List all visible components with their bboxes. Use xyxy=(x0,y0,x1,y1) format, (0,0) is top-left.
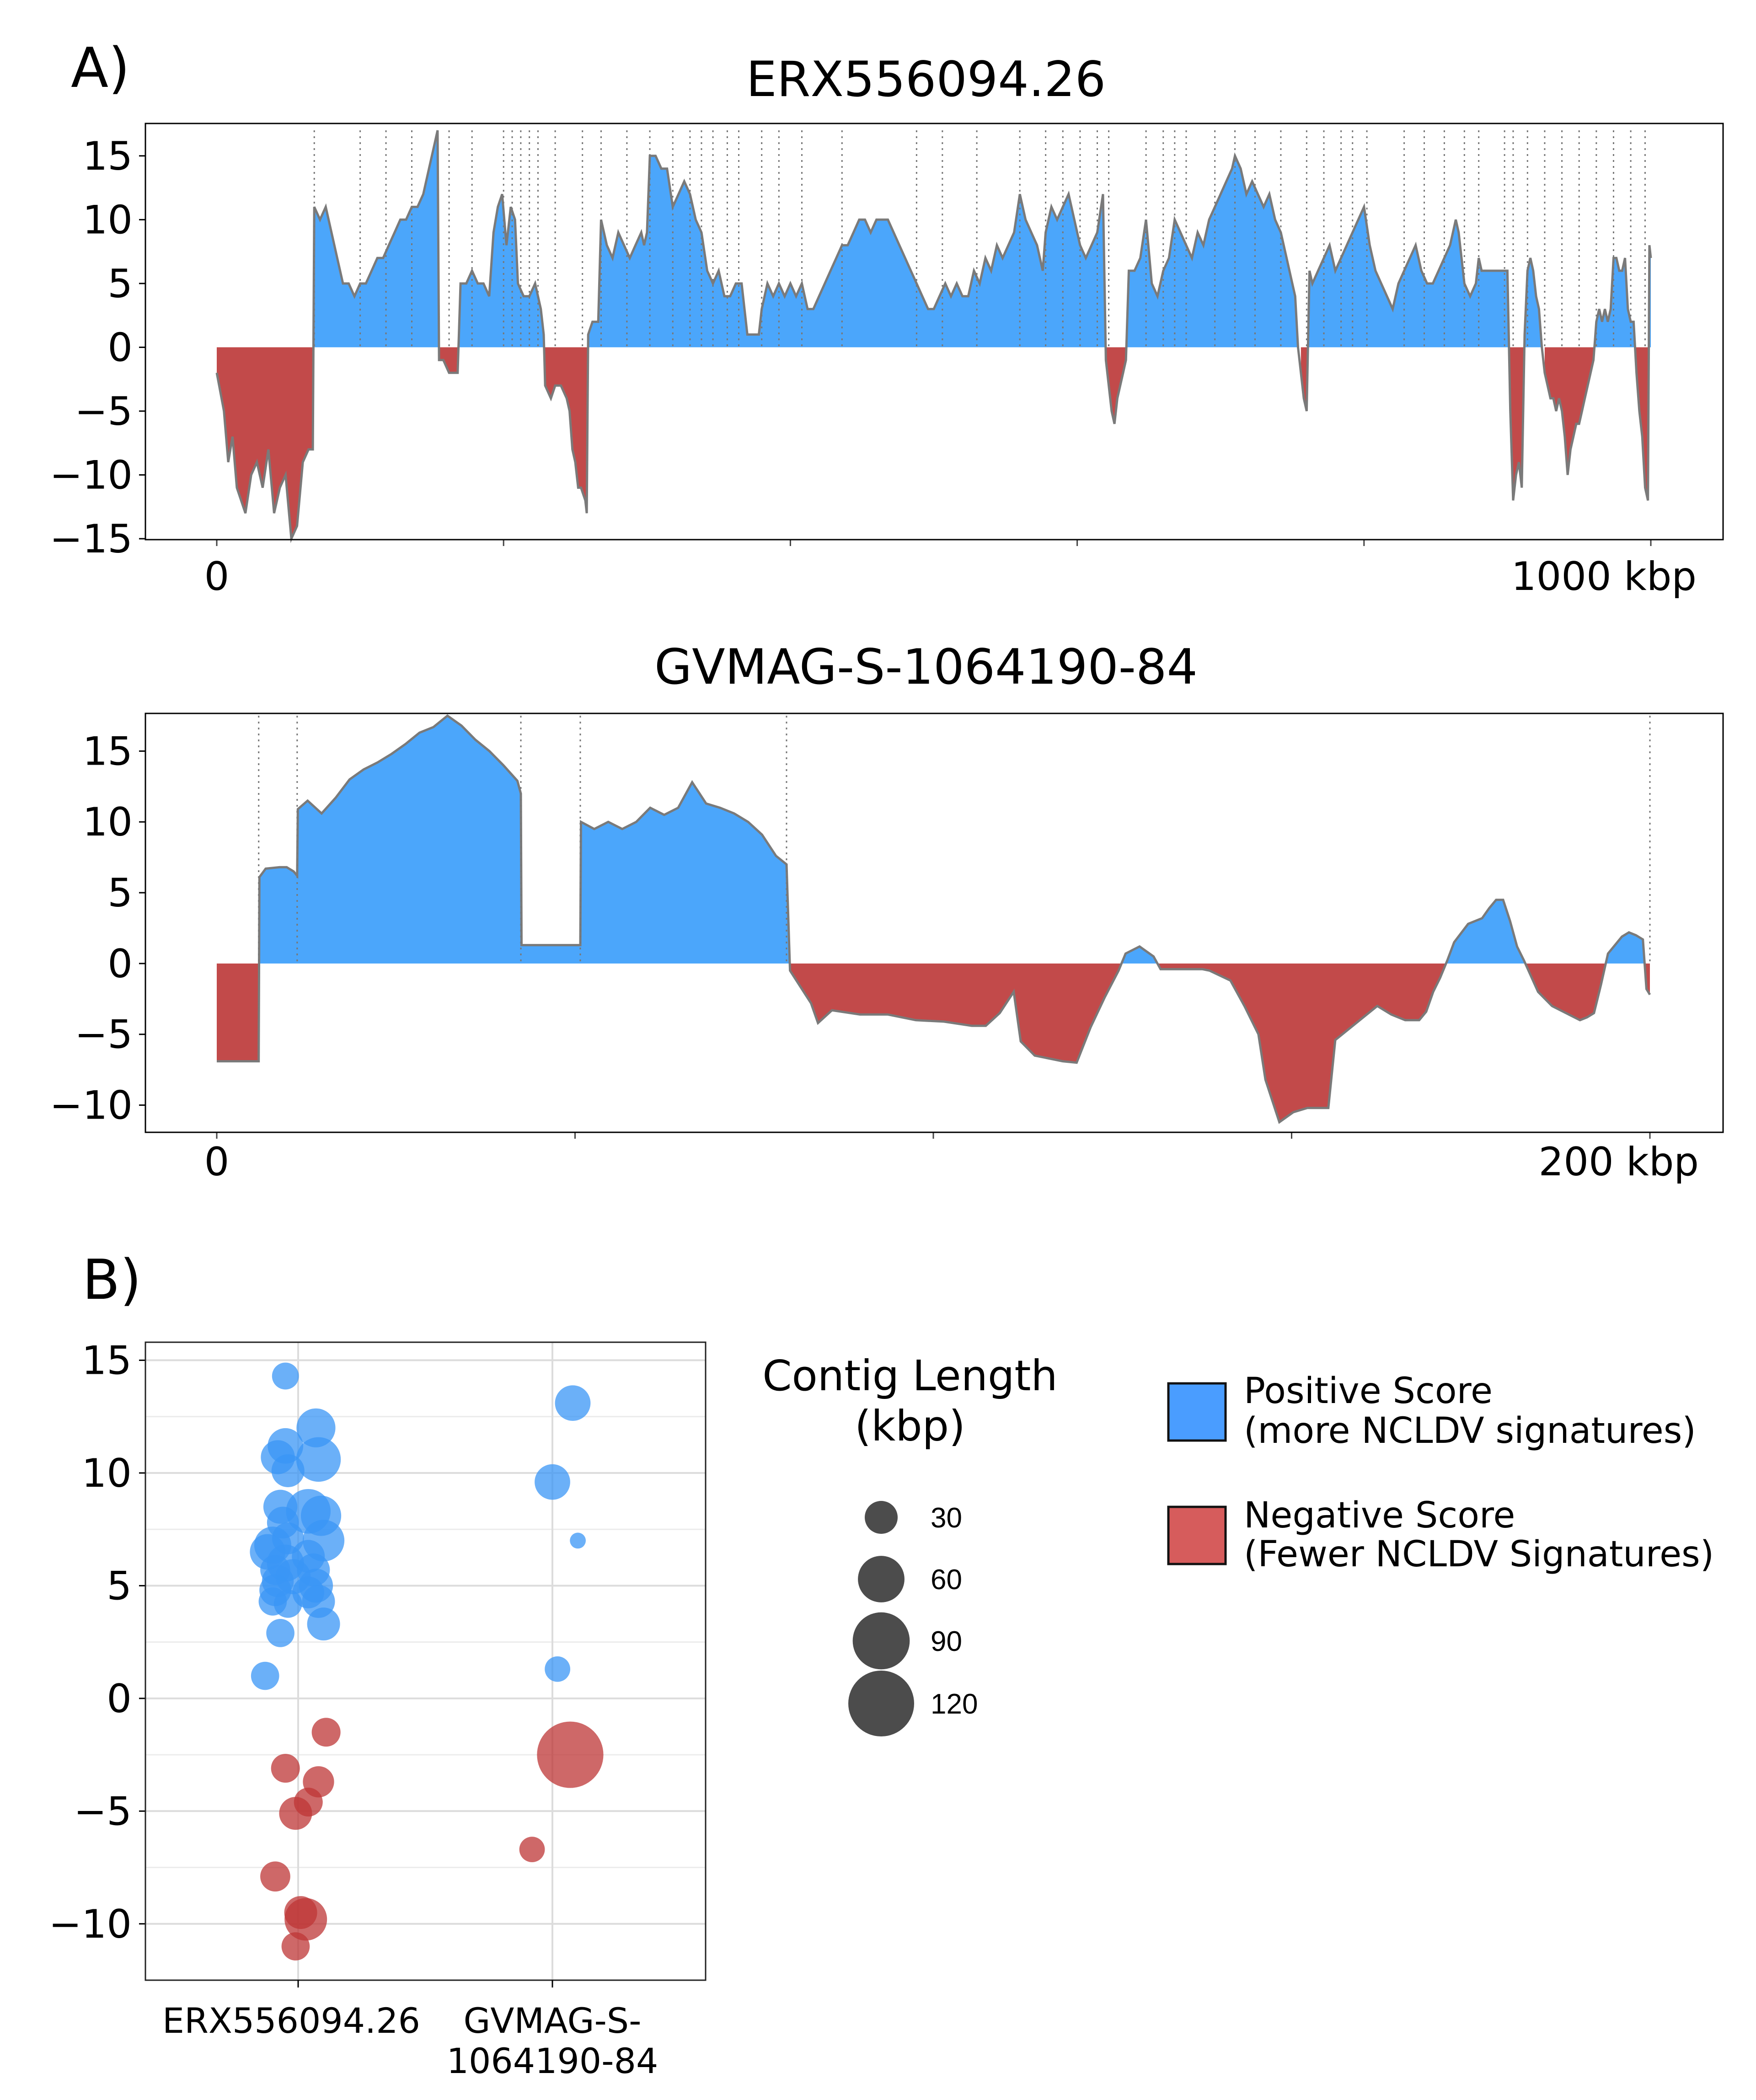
y-tick-label: −5 xyxy=(74,1789,132,1834)
y-tick-label: −5 xyxy=(75,389,133,434)
negative-point xyxy=(281,1932,310,1961)
positive-area-7 xyxy=(1126,155,1298,348)
y-tick-label: 0 xyxy=(107,325,133,370)
x-category-label: ERX556094.26 xyxy=(162,2000,420,2041)
x-category-label: GVMAG-S- xyxy=(463,2000,641,2041)
positive-point xyxy=(266,1619,294,1647)
positive-point xyxy=(273,1589,302,1618)
positive-area-11 xyxy=(1524,258,1542,348)
y-tick-label: −15 xyxy=(50,516,133,562)
negative-point xyxy=(271,1754,300,1783)
y-tick-label: 10 xyxy=(83,197,133,243)
x-tick-end: 200 kbp xyxy=(1539,1139,1699,1185)
panel-label-a: A) xyxy=(71,37,130,100)
size-legend-label-60: 60 xyxy=(931,1564,962,1596)
size-legend-circle-90 xyxy=(852,1612,910,1670)
plot-frame xyxy=(145,712,1724,1133)
size-legend-circle-60 xyxy=(858,1556,905,1602)
y-tick-label: 0 xyxy=(107,1676,132,1722)
y-tick-label: 10 xyxy=(82,1451,132,1496)
negative-point xyxy=(311,1718,341,1747)
positive-point xyxy=(307,1607,340,1641)
y-tick-label: −10 xyxy=(50,452,133,498)
negative-score-label-line1: Negative Score xyxy=(1244,1495,1515,1536)
positive-area-1 xyxy=(259,716,790,964)
negative-point xyxy=(279,1797,312,1830)
y-tick-label: −10 xyxy=(49,1902,132,1947)
chart-title: GVMAG-S-1064190-84 xyxy=(654,639,1198,695)
negative-point xyxy=(284,1898,327,1941)
x-tick-start: 0 xyxy=(204,1139,230,1185)
y-tick-label: −5 xyxy=(75,1012,133,1058)
negative-area-12 xyxy=(1544,347,1595,475)
negative-area-4 xyxy=(1157,963,1446,1122)
x-tick-start: 0 xyxy=(204,554,230,600)
negative-area-6 xyxy=(1105,347,1127,424)
y-tick-label: 15 xyxy=(82,1338,132,1383)
size-legend: Contig Length (kbp) 30 60 90 120 xyxy=(762,1351,1058,1736)
positive-area-1 xyxy=(313,130,439,348)
negative-score-label-line2: (Fewer NCLDV Signatures) xyxy=(1244,1534,1714,1575)
size-legend-circle-120 xyxy=(848,1671,914,1736)
x-tick-end: 1000 kbp xyxy=(1511,554,1697,600)
size-legend-title-line2: (kbp) xyxy=(855,1402,965,1451)
area-chart-gvmag: GVMAG-S-1064190-84 −10 −5 0 5 10 15 0 200 kbp xyxy=(50,639,1724,1185)
y-tick-label: 0 xyxy=(107,941,133,987)
negative-area-2 xyxy=(439,347,459,373)
positive-point xyxy=(545,1656,571,1682)
negative-point xyxy=(519,1837,545,1862)
size-legend-label-30: 30 xyxy=(931,1502,962,1534)
size-legend-label-120: 120 xyxy=(931,1688,978,1720)
negative-score-swatch xyxy=(1167,1505,1227,1565)
plot-background xyxy=(145,1342,706,1980)
positive-score-label-line2: (more NCLDV signatures) xyxy=(1244,1410,1696,1452)
y-tick-label: 5 xyxy=(107,870,133,916)
size-legend-title-line1: Contig Length xyxy=(762,1351,1057,1400)
size-legend-circle-30 xyxy=(865,1501,898,1534)
y-tick-label: 15 xyxy=(83,134,133,179)
negative-point xyxy=(537,1721,604,1788)
bubble-chart: −10 −5 0 5 10 15 ERX556094.26 GVMAG-S-1064190-… xyxy=(49,1338,707,2081)
score-outline xyxy=(217,714,1651,1124)
y-tick-label: 5 xyxy=(107,261,133,307)
y-tick-label: 15 xyxy=(83,729,133,774)
negative-area-6 xyxy=(1525,963,1606,1020)
x-category-label: 1064190-84 xyxy=(447,2041,658,2081)
positive-score-label-line1: Positive Score xyxy=(1244,1371,1493,1412)
positive-point xyxy=(296,1437,341,1482)
y-tick-label: −10 xyxy=(50,1083,133,1129)
y-tick-label: 5 xyxy=(107,1563,132,1609)
plot-frame xyxy=(145,123,1724,541)
positive-point xyxy=(296,1408,336,1447)
area-chart-erx556094: ERX556094.26 −15 −10 −5 0 5 10 15 0 1000 kbp xyxy=(50,51,1724,600)
positive-area-7 xyxy=(1606,932,1645,964)
positive-area-5 xyxy=(588,155,1106,348)
positive-point xyxy=(271,1454,305,1487)
positive-area-3 xyxy=(1121,946,1158,964)
negative-area-0 xyxy=(217,347,314,539)
positive-point xyxy=(570,1532,586,1549)
positive-score-swatch xyxy=(1167,1382,1227,1442)
color-legend: Positive Score (more NCLDV signatures) N… xyxy=(1167,1371,1714,1575)
positive-point xyxy=(535,1464,570,1500)
positive-area-3 xyxy=(458,194,544,348)
positive-area-13 xyxy=(1594,258,1635,348)
positive-point xyxy=(251,1661,279,1690)
negative-area-0 xyxy=(217,963,259,1061)
panel-label-b: B) xyxy=(82,1248,141,1312)
positive-point xyxy=(555,1385,591,1421)
positive-area-9 xyxy=(1308,207,1509,348)
y-tick-label: 10 xyxy=(83,799,133,845)
plot-frame xyxy=(145,1341,707,1981)
negative-area-2 xyxy=(790,963,1122,1063)
chart-title: ERX556094.26 xyxy=(746,51,1106,107)
score-outline xyxy=(215,130,1652,543)
positive-area-5 xyxy=(1446,900,1526,964)
negative-point xyxy=(260,1861,290,1892)
size-legend-label-90: 90 xyxy=(931,1626,962,1657)
positive-point xyxy=(272,1362,299,1390)
